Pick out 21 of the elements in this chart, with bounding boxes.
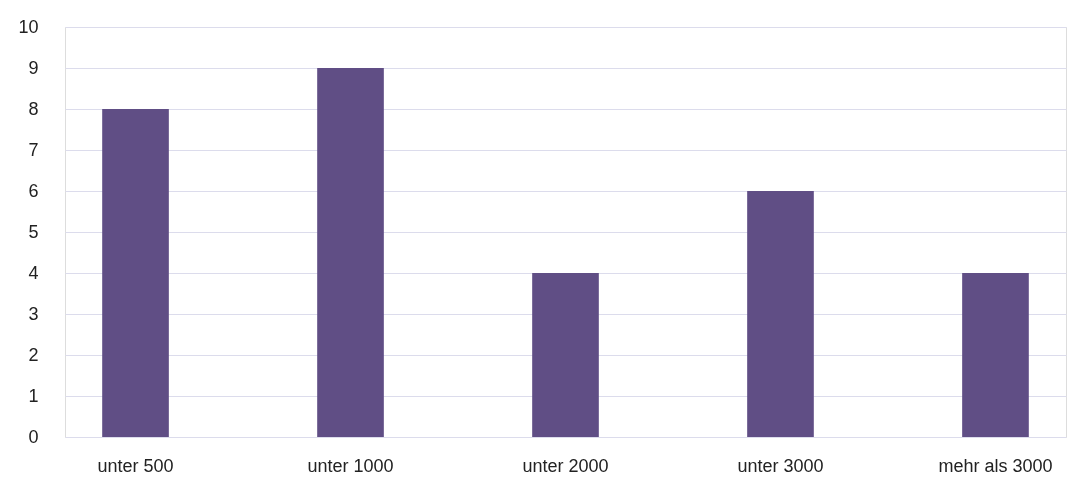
y-tick-label: 6 [28, 180, 39, 201]
y-tick-label: 8 [28, 98, 39, 119]
bar [747, 191, 814, 437]
y-tick-label: 7 [28, 139, 39, 160]
bar [102, 109, 169, 437]
y-tick-label: 4 [28, 262, 39, 283]
x-tick-label: unter 2000 [522, 455, 609, 476]
bar [317, 68, 384, 437]
y-tick-label: 1 [28, 385, 39, 406]
y-tick-label: 3 [28, 303, 39, 324]
x-tick-label: unter 500 [97, 455, 174, 476]
x-tick-label: unter 3000 [737, 455, 824, 476]
x-tick-label: unter 1000 [307, 455, 394, 476]
bar [962, 273, 1029, 437]
x-tick-label: mehr als 3000 [938, 455, 1053, 476]
y-tick-label: 5 [28, 221, 39, 242]
bar [532, 273, 599, 437]
y-tick-label: 0 [28, 426, 39, 447]
y-tick-label: 2 [28, 344, 39, 365]
y-tick-label: 9 [28, 57, 39, 78]
y-tick-label: 10 [18, 16, 39, 37]
